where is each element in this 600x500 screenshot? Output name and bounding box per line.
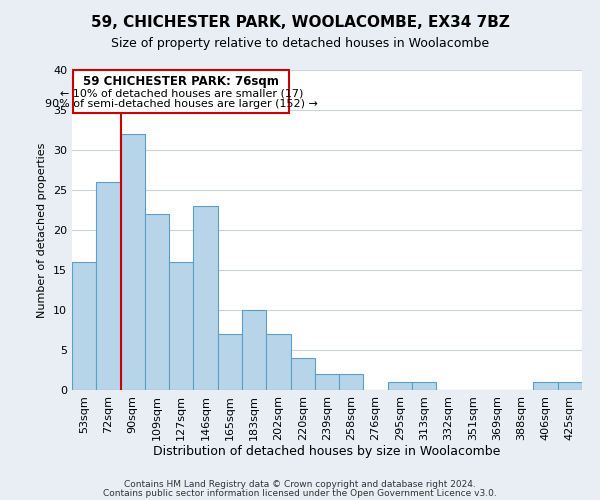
Text: 59 CHICHESTER PARK: 76sqm: 59 CHICHESTER PARK: 76sqm: [83, 74, 279, 88]
Bar: [412, 382, 436, 390]
Bar: [218, 334, 242, 390]
Bar: [242, 310, 266, 390]
Bar: [73, 70, 289, 113]
Bar: [72, 262, 96, 390]
X-axis label: Distribution of detached houses by size in Woolacombe: Distribution of detached houses by size …: [154, 446, 500, 458]
Bar: [121, 134, 145, 390]
Text: Size of property relative to detached houses in Woolacombe: Size of property relative to detached ho…: [111, 38, 489, 51]
Bar: [96, 182, 121, 390]
Bar: [169, 262, 193, 390]
Text: ← 10% of detached houses are smaller (17): ← 10% of detached houses are smaller (17…: [59, 88, 303, 98]
Bar: [145, 214, 169, 390]
Bar: [315, 374, 339, 390]
Text: Contains HM Land Registry data © Crown copyright and database right 2024.: Contains HM Land Registry data © Crown c…: [124, 480, 476, 489]
Y-axis label: Number of detached properties: Number of detached properties: [37, 142, 47, 318]
Bar: [558, 382, 582, 390]
Text: Contains public sector information licensed under the Open Government Licence v3: Contains public sector information licen…: [103, 488, 497, 498]
Bar: [388, 382, 412, 390]
Text: 90% of semi-detached houses are larger (152) →: 90% of semi-detached houses are larger (…: [45, 100, 318, 110]
Bar: [533, 382, 558, 390]
Bar: [290, 358, 315, 390]
Text: 59, CHICHESTER PARK, WOOLACOMBE, EX34 7BZ: 59, CHICHESTER PARK, WOOLACOMBE, EX34 7B…: [91, 15, 509, 30]
Bar: [266, 334, 290, 390]
Bar: [339, 374, 364, 390]
Bar: [193, 206, 218, 390]
